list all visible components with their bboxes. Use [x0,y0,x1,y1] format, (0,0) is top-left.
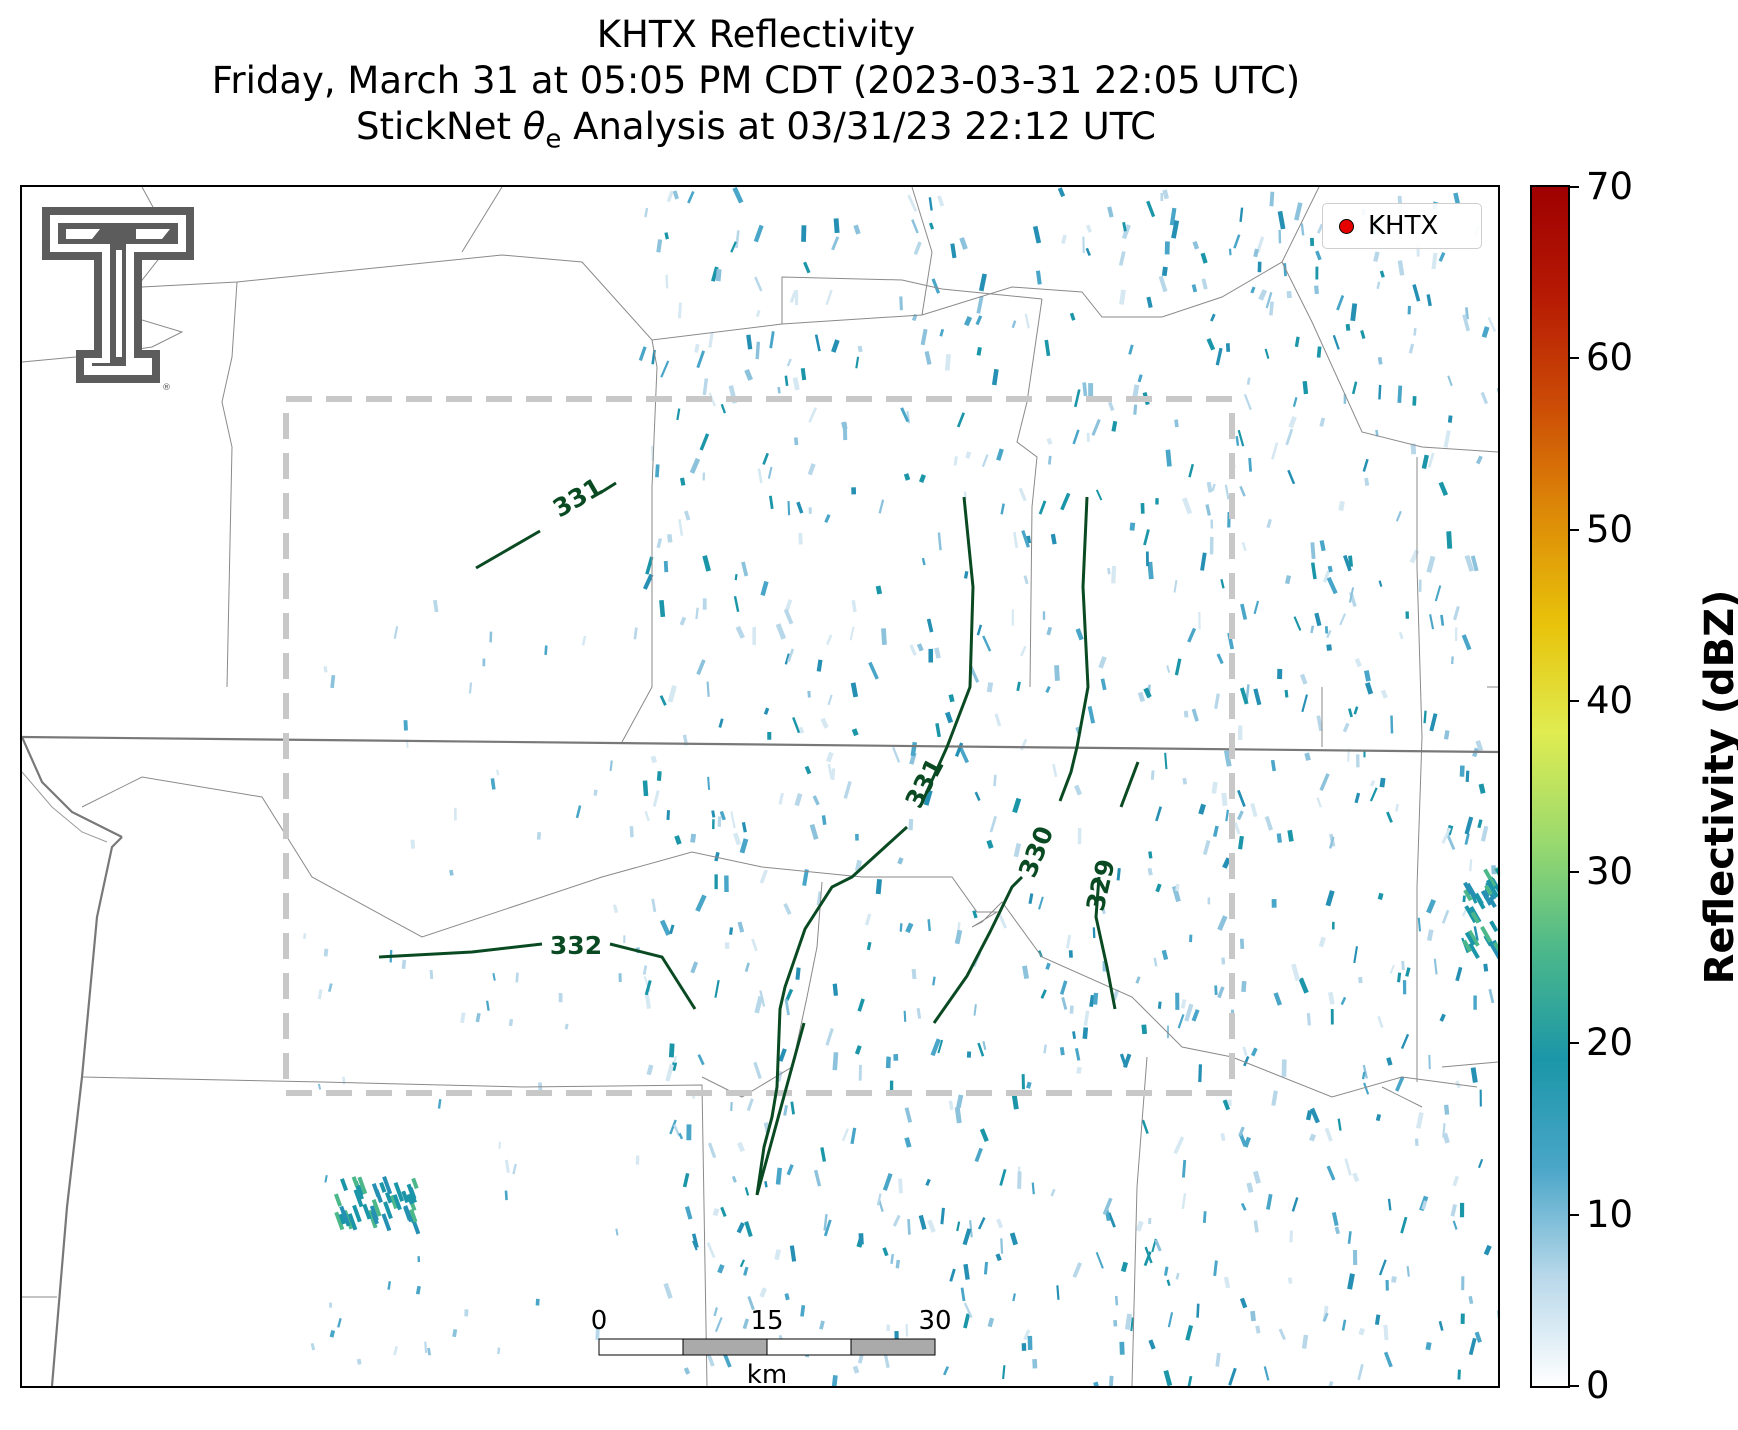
contour-331-west-end [599,481,617,495]
colorbar-tick-mark [1570,1213,1579,1216]
colorbar-tick-label: 50 [1586,507,1634,551]
map-legend: KHTX [1322,203,1482,249]
contour-331-east [918,496,975,808]
colorbar-title: Reflectivity (dBZ) [1697,589,1738,985]
colorbar-tick-mark [1570,1385,1579,1387]
colorbar-tick-label: 20 [1586,1021,1634,1065]
map-canvas: 331 332 331 330 329 0 15 30 km [22,187,1498,1386]
theta-subscript: e [545,124,562,155]
scale-bar-segment-1 [598,1338,684,1356]
scale-bar: 0 15 30 km [591,1306,952,1386]
contour-label-329: 329 [1081,856,1121,913]
contour-label-332: 332 [550,931,602,960]
scale-unit: km [747,1360,787,1386]
contour-332-east [609,942,697,1010]
title-line-1: KHTX Reflectivity [596,13,916,56]
colorbar-tick-mark [1570,186,1579,188]
contour-329-lower [1094,876,1117,1010]
colorbar-tick-mark [1570,871,1579,874]
double-t-icon: ® [42,207,194,393]
contour-label-331-west: 331 [548,472,608,523]
river-border [22,771,108,843]
figure-title: KHTX Reflectivity Friday, March 31 at 05… [0,12,1512,162]
colorbar-tick-label: 70 [1586,165,1634,208]
scale-tick-0: 0 [591,1306,608,1336]
reflectivity-colorbar [1530,185,1570,1388]
title-line-2: Friday, March 31 at 05:05 PM CDT (2023-0… [211,59,1301,102]
analysis-domain-box [283,396,1235,1096]
state-borders [22,735,1498,1386]
legend-label: KHTX [1368,211,1439,241]
colorbar-tick-mark [1570,528,1579,531]
texas-tech-logo: ® [40,205,200,395]
contour-329 [1119,761,1140,808]
registered-mark: ® [162,383,171,393]
title-line-3-prefix: StickNet [356,105,523,148]
contour-label-331-east: 331 [899,753,949,813]
colorbar-tick-label: 40 [1586,678,1634,722]
scale-bar-segment-2 [682,1338,768,1356]
contour-331-east-lower [755,825,909,1196]
contour-332 [378,942,543,959]
colorbar-tick-mark [1570,699,1579,702]
radar-map[interactable]: 331 332 331 330 329 0 15 30 km ® KHTX [20,185,1500,1388]
scale-tick-15: 15 [750,1306,783,1336]
contour-330-lower [932,875,1024,1024]
colorbar-tick-label: 10 [1586,1192,1634,1236]
colorbar-tick-mark [1570,1042,1579,1045]
colorbar-tick-mark [1570,357,1579,360]
colorbar-tick-label: 60 [1586,336,1634,380]
title-line-3: StickNet θe Analysis at 03/31/23 22:12 U… [0,104,1512,162]
scale-tick-30: 30 [918,1306,951,1336]
contour-331-west [475,529,541,570]
scale-bar-segment-4 [850,1338,936,1356]
reflectivity-field [302,187,1498,1386]
radar-site-marker-icon [1339,218,1354,234]
title-line-3-suffix: Analysis at 03/31/23 22:12 UTC [561,105,1156,148]
theta-e-contours [378,481,1140,1196]
theta-symbol: θ [522,105,546,148]
colorbar-tick-label: 30 [1586,850,1634,894]
colorbar-tick-label: 0 [1586,1364,1610,1407]
contour-330 [1058,496,1090,802]
contour-label-330: 330 [1013,822,1059,881]
county-borders [22,187,1498,1386]
scale-bar-segment-3 [766,1338,852,1356]
